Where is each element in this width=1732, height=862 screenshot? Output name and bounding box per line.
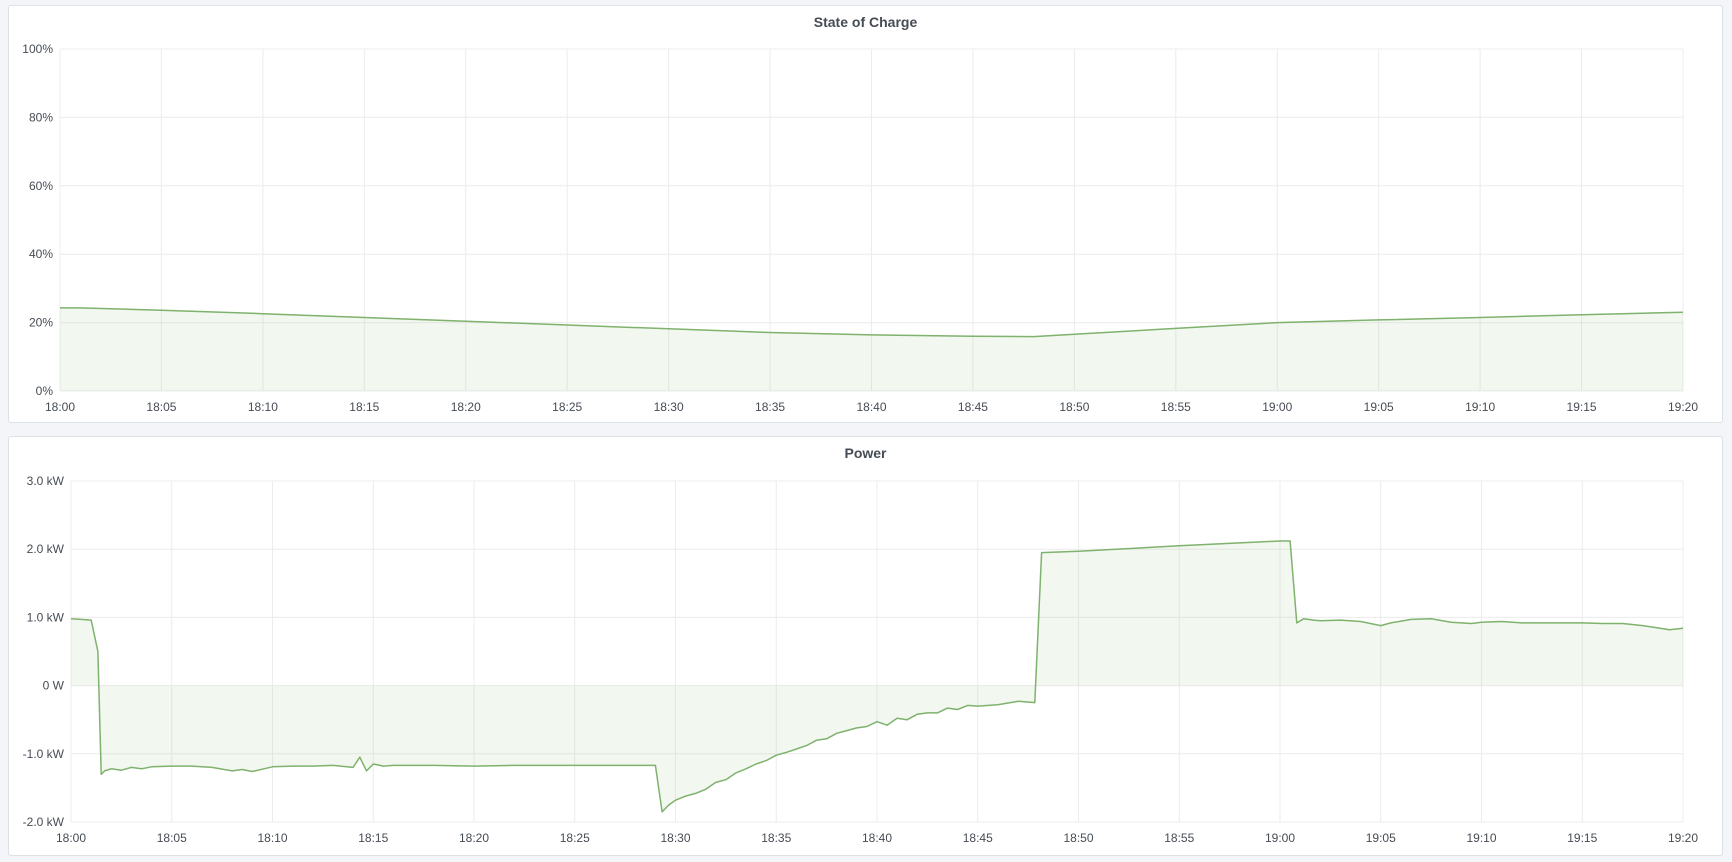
x-tick-label: 18:35 <box>755 400 785 414</box>
series-line <box>70 540 1684 813</box>
y-tick-label: 0 W <box>43 679 65 693</box>
panel-title[interactable]: State of Charge <box>813 14 918 30</box>
y-tick-label: 60% <box>29 179 53 193</box>
x-tick-label: 18:35 <box>761 831 791 845</box>
x-tick-label: 19:15 <box>1567 831 1597 845</box>
x-tick-label: 18:15 <box>358 831 388 845</box>
x-tick-label: 18:25 <box>560 831 590 845</box>
panel-state-of-charge: State of Charge <box>8 5 1723 423</box>
x-tick-label: 18:00 <box>56 831 86 845</box>
series-line <box>60 307 1684 338</box>
x-tick-label: 18:15 <box>349 400 379 414</box>
x-tick-label: 19:20 <box>1668 400 1698 414</box>
panel-title[interactable]: Power <box>844 445 887 461</box>
x-tick-label: 18:55 <box>1164 831 1194 845</box>
panel-power: Power <box>8 436 1723 856</box>
x-tick-label: 19:00 <box>1262 400 1292 414</box>
x-tick-label: 18:25 <box>552 400 582 414</box>
x-tick-label: 19:20 <box>1668 831 1698 845</box>
y-tick-label: -1.0 kW <box>23 747 65 761</box>
x-tick-label: 18:20 <box>459 831 489 845</box>
x-tick-label: 19:15 <box>1567 400 1597 414</box>
x-tick-label: 18:55 <box>1161 400 1191 414</box>
x-tick-label: 19:05 <box>1366 831 1396 845</box>
x-tick-label: 18:00 <box>45 400 75 414</box>
x-tick-label: 18:10 <box>257 831 287 845</box>
x-tick-label: 18:45 <box>963 831 993 845</box>
y-tick-label: -2.0 kW <box>23 815 65 829</box>
x-tick-label: 18:40 <box>862 831 892 845</box>
x-tick-label: 18:40 <box>856 400 886 414</box>
x-tick-label: 18:05 <box>146 400 176 414</box>
x-tick-label: 19:00 <box>1265 831 1295 845</box>
chart-1: -2.0 kW -1.0 kW 0 W 1.0 kW 2.0 kW 3.0 kW 18:00… <box>23 474 1699 845</box>
x-tick-label: 18:30 <box>654 400 684 414</box>
x-tick-label: 18:10 <box>248 400 278 414</box>
y-tick-label: 20% <box>29 316 53 330</box>
x-tick-label: 19:05 <box>1364 400 1394 414</box>
y-tick-label: 2.0 kW <box>27 542 65 556</box>
x-tick-label: 18:20 <box>451 400 481 414</box>
y-tick-label: 0% <box>36 384 54 398</box>
y-tick-label: 80% <box>29 110 53 124</box>
y-tick-label: 100% <box>22 42 53 56</box>
chart-0: 0% 20% 40% 60% 80% 100% 18:00 18:05 18:10 18:15 18… <box>22 42 1698 414</box>
x-tick-label: 18:45 <box>958 400 988 414</box>
x-tick-label: 18:05 <box>157 831 187 845</box>
y-tick-label: 1.0 kW <box>27 610 65 624</box>
x-tick-label: 19:10 <box>1465 400 1495 414</box>
series-area <box>71 541 1683 812</box>
y-tick-label: 40% <box>29 247 53 261</box>
x-tick-label: 18:50 <box>1063 831 1093 845</box>
x-tick-label: 18:30 <box>660 831 690 845</box>
x-tick-label: 18:50 <box>1059 400 1089 414</box>
x-tick-label: 19:10 <box>1466 831 1496 845</box>
series-area <box>60 307 1683 391</box>
y-tick-label: 3.0 kW <box>27 474 65 488</box>
